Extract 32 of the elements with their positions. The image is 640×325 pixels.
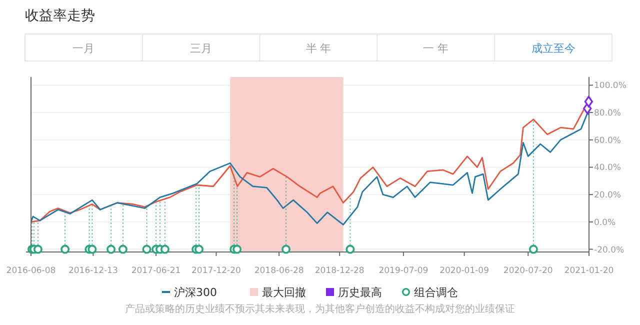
x-tick-label: 2016-06-08 — [6, 266, 56, 276]
x-tick-label: 2019-07-09 — [378, 266, 428, 276]
x-tick-label: 2021-01-20 — [564, 266, 614, 276]
legend-label: 沪深300 — [174, 286, 217, 299]
legend-label: 历史最高 — [338, 286, 382, 299]
y-tick-label: -20.0% — [594, 245, 624, 256]
text: 一 年 — [423, 42, 449, 55]
chart-title: 收益率走势 — [25, 8, 95, 24]
legend-item: 最大回撤 — [250, 286, 306, 299]
x-tick-label: 2016-12-13 — [68, 266, 118, 276]
x-tick-label: 2018-12-28 — [314, 266, 364, 276]
text: 产品或策略的历史业绩不预示其未来表现，为其他客户创造的收益不构成对您的业绩保证 — [125, 303, 515, 315]
x-tick-label: 2020-07-20 — [503, 266, 553, 276]
legend-item: 历史最高 — [326, 286, 382, 299]
legend-item: 沪深300 — [162, 286, 217, 299]
x-tick-label: 2020-01-09 — [440, 266, 490, 276]
text: 半 年 — [306, 42, 332, 55]
y-tick-label: 100.0% — [594, 81, 626, 92]
y-tick-label: 20.0% — [594, 190, 622, 201]
y-tick-label: 60.0% — [594, 136, 622, 146]
y-tick-label: 80.0% — [594, 108, 622, 119]
text: 成立至今 — [531, 42, 576, 55]
x-tick-label: 2018-06-28 — [254, 266, 304, 276]
legend-label: 最大回撤 — [262, 286, 306, 299]
text: 一月 — [72, 42, 95, 55]
y-tick-label: 0.0% — [594, 218, 616, 228]
legend-label: 组合调仓 — [414, 286, 458, 299]
x-tick-label: 2017-12-20 — [192, 266, 241, 276]
legend-item: 组合调仓 — [402, 286, 458, 299]
x-tick-label: 2017-06-21 — [131, 266, 181, 276]
y-tick-label: 40.0% — [594, 163, 622, 174]
text: 三月 — [190, 42, 212, 55]
